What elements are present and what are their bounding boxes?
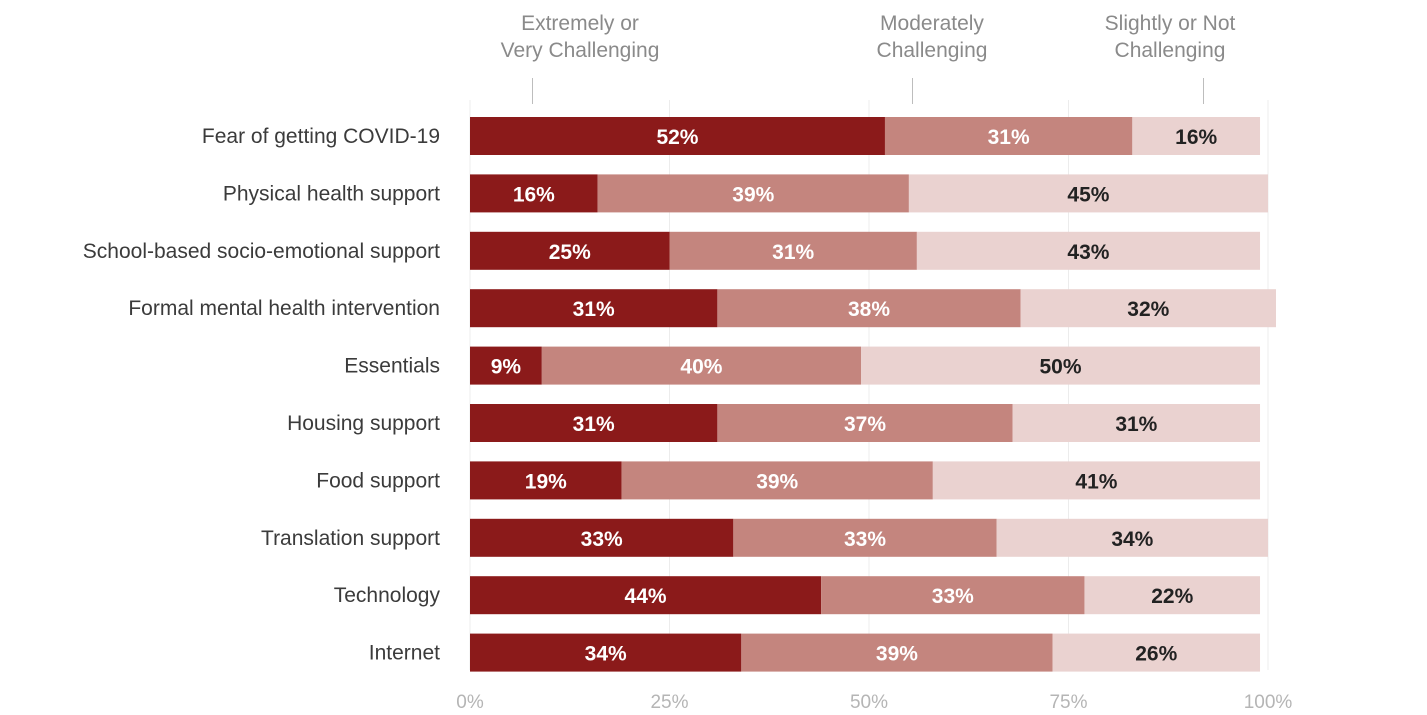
value-label: 22% [1151,585,1193,608]
bar-segment [1084,576,1261,615]
bar-segment [861,346,1261,385]
value-label: 16% [513,183,555,206]
value-label: 39% [756,470,798,493]
bar-segment [916,231,1261,270]
value-label: 34% [585,643,627,666]
value-label: 31% [772,241,814,264]
bar-segment [669,231,917,270]
legend-tick [912,78,913,104]
value-label: 40% [680,356,722,379]
x-tick-label: 25% [650,692,688,713]
legend-tick [1203,78,1204,104]
bar-segment [470,117,885,155]
category-label: Technology [334,584,441,607]
value-label: 44% [625,585,667,608]
category-label: Internet [369,642,440,665]
bar-segment [470,633,742,672]
value-label: 33% [581,528,623,551]
bar-segment [932,461,1261,500]
bar-segment [1132,117,1261,155]
value-label: 16% [1175,126,1217,149]
category-label: School-based socio-emotional support [83,240,440,263]
value-label: 38% [848,298,890,321]
value-label: 43% [1067,241,1109,264]
category-label: Physical health support [223,182,440,205]
bar-segment [717,404,1013,442]
value-label: 19% [525,470,567,493]
bar-segment [470,518,734,557]
bar-segment [597,174,909,213]
value-label: 33% [932,585,974,608]
bar-segment [908,174,1268,213]
value-label: 33% [844,528,886,551]
value-label: 39% [876,643,918,666]
value-label: 9% [491,356,522,379]
bar-segment [470,174,598,213]
bar-segment [741,633,1053,672]
x-tick-label: 50% [850,692,888,713]
category-label: Housing support [287,412,440,435]
value-label: 25% [549,241,591,264]
bar-segment [733,518,997,557]
legend-tick [532,78,533,104]
x-tick-label: 100% [1244,692,1293,713]
category-label: Formal mental health intervention [128,297,440,320]
value-label: 50% [1040,356,1082,379]
bar-segment [621,461,933,500]
value-label: 32% [1127,298,1169,321]
category-label: Essentials [344,355,440,378]
bar-segment [470,346,542,385]
bar-segment [821,576,1085,615]
bar-segment [470,289,718,328]
legend-item: Extremely or Very Challenging [500,12,660,62]
value-label: 31% [573,298,615,321]
bar-segment [470,576,822,615]
category-label: Fear of getting COVID-19 [202,125,440,148]
value-label: 31% [1115,413,1157,436]
x-tick-label: 75% [1049,692,1087,713]
bar-segment [470,461,622,500]
value-label: 52% [656,126,698,149]
value-label: 34% [1111,528,1153,551]
bar-segment [470,404,718,442]
bar-segment [996,518,1268,557]
value-label: 41% [1075,470,1117,493]
bar-segment [541,346,862,385]
value-label: 39% [732,183,774,206]
bar-segment [1020,289,1276,328]
legend-item: Slightly or Not Challenging [1104,12,1236,62]
category-label: Translation support [261,527,440,550]
value-label: 45% [1067,183,1109,206]
value-label: 26% [1135,643,1177,666]
bar-segment [1052,633,1261,672]
value-label: 37% [844,413,886,436]
bar-segment [884,117,1133,155]
bar-segment [470,231,670,270]
category-label: Food support [316,469,440,492]
value-label: 31% [573,413,615,436]
bar-segment [717,289,1021,328]
x-tick-label: 0% [456,692,484,713]
value-label: 31% [988,126,1030,149]
bar-segment [1012,404,1261,442]
legend-item: Moderately Challenging [876,12,988,62]
